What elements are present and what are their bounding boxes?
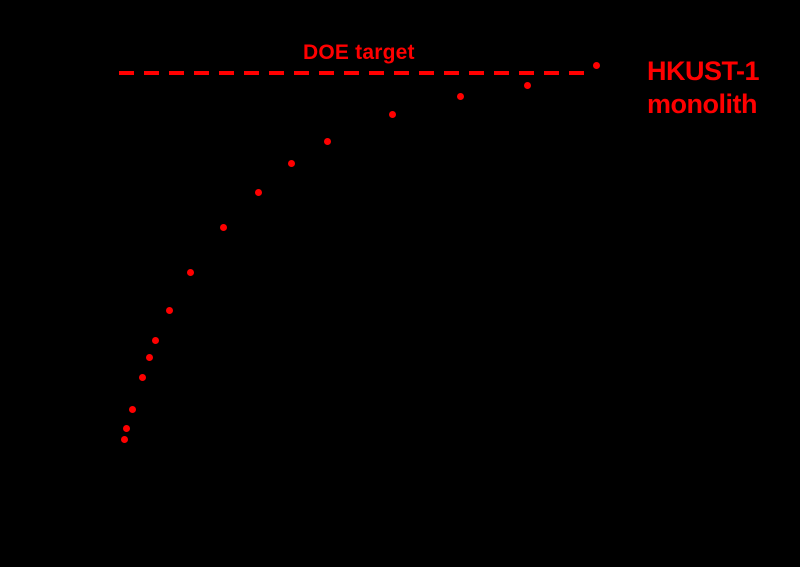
doe-target-dashed-line xyxy=(119,70,592,75)
data-point xyxy=(128,405,136,413)
data-point xyxy=(592,61,600,69)
data-point xyxy=(120,435,128,443)
data-point xyxy=(122,424,130,432)
data-point xyxy=(323,137,331,145)
data-point xyxy=(186,268,194,276)
doe-target-label: DOE target xyxy=(303,41,415,64)
data-point xyxy=(138,373,146,381)
series-label-line2: monolith xyxy=(647,89,757,119)
data-point xyxy=(165,306,173,314)
data-point xyxy=(523,81,531,89)
data-point xyxy=(145,353,153,361)
series-label: HKUST-1 monolith xyxy=(647,55,760,121)
series-label-line1: HKUST-1 xyxy=(647,56,760,86)
data-point xyxy=(456,92,464,100)
data-point xyxy=(151,336,159,344)
data-point xyxy=(287,159,295,167)
data-point xyxy=(254,188,262,196)
data-point xyxy=(388,110,396,118)
data-point xyxy=(219,223,227,231)
